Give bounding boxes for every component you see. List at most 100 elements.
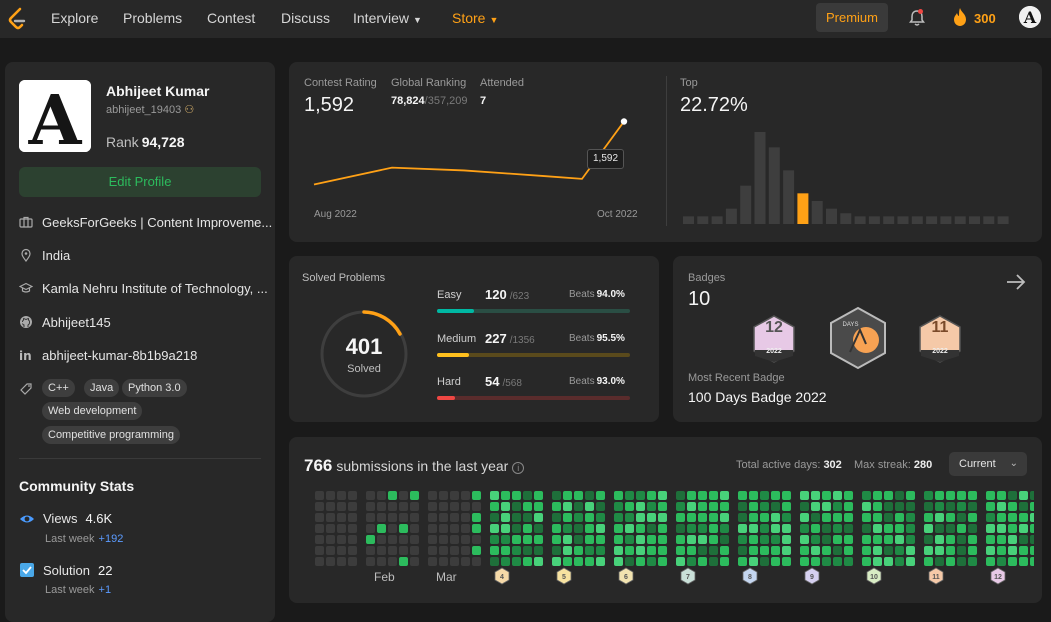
heatmap-cell[interactable] (439, 535, 448, 544)
heatmap-cell[interactable] (348, 524, 357, 533)
heatmap-cell[interactable] (997, 557, 1006, 566)
edit-profile-button[interactable]: Edit Profile (19, 167, 261, 197)
heatmap-cell[interactable] (636, 524, 645, 533)
nav-contest[interactable]: Contest (207, 10, 256, 26)
heatmap-cell[interactable] (771, 524, 780, 533)
heatmap-cell[interactable] (501, 546, 510, 555)
heatmap-cell[interactable] (906, 502, 915, 511)
heatmap-cell[interactable] (450, 502, 459, 511)
heatmap-cell[interactable] (439, 557, 448, 566)
heatmap-cell[interactable] (614, 491, 623, 500)
heatmap-cell[interactable] (720, 557, 729, 566)
heatmap-cell[interactable] (523, 557, 532, 566)
heatmap-cell[interactable] (596, 513, 605, 522)
avatar[interactable]: A (1019, 6, 1041, 28)
heatmap-cell[interactable] (906, 513, 915, 522)
heatmap-cell[interactable] (636, 502, 645, 511)
heatmap-cell[interactable] (563, 513, 572, 522)
heatmap-cell[interactable] (574, 502, 583, 511)
heatmap-cell[interactable] (720, 491, 729, 500)
heatmap-cell[interactable] (410, 513, 419, 522)
heatmap-cell[interactable] (366, 557, 375, 566)
heatmap-cell[interactable] (647, 502, 656, 511)
heatmap-cell[interactable] (337, 513, 346, 522)
heatmap-cell[interactable] (720, 502, 729, 511)
heatmap-cell[interactable] (946, 502, 955, 511)
heatmap-cell[interactable] (461, 535, 470, 544)
heatmap-cell[interactable] (935, 513, 944, 522)
heatmap-cell[interactable] (935, 546, 944, 555)
heatmap-cell[interactable] (534, 491, 543, 500)
heatmap-cell[interactable] (410, 491, 419, 500)
heatmap-cell[interactable] (563, 557, 572, 566)
heatmap-cell[interactable] (388, 524, 397, 533)
heatmap-cell[interactable] (968, 535, 977, 544)
heatmap-cell[interactable] (906, 546, 915, 555)
heatmap-cell[interactable] (658, 535, 667, 544)
heatmap-cell[interactable] (472, 557, 481, 566)
heatmap-cell[interactable] (366, 491, 375, 500)
heatmap-cell[interactable] (647, 491, 656, 500)
heatmap-cell[interactable] (844, 491, 853, 500)
heatmap-cell[interactable] (326, 535, 335, 544)
heatmap-cell[interactable] (388, 546, 397, 555)
heatmap-cell[interactable] (439, 502, 448, 511)
heatmap-cell[interactable] (490, 557, 499, 566)
heatmap-cell[interactable] (811, 546, 820, 555)
heatmap-cell[interactable] (884, 491, 893, 500)
heatmap-cell[interactable] (614, 546, 623, 555)
heatmap-cell[interactable] (439, 524, 448, 533)
heatmap-cell[interactable] (760, 491, 769, 500)
info-icon[interactable]: i (512, 462, 525, 474)
heatmap-cell[interactable] (388, 535, 397, 544)
heatmap-cell[interactable] (472, 513, 481, 522)
heatmap-cell[interactable] (738, 524, 747, 533)
heatmap-cell[interactable] (348, 546, 357, 555)
heatmap-cell[interactable] (986, 502, 995, 511)
heatmap-cell[interactable] (760, 557, 769, 566)
heatmap-cell[interactable] (410, 502, 419, 511)
heatmap-cell[interactable] (924, 491, 933, 500)
heatmap-cell[interactable] (439, 491, 448, 500)
heatmap-cell[interactable] (501, 491, 510, 500)
heatmap-cell[interactable] (1008, 491, 1017, 500)
heatmap-cell[interactable] (749, 535, 758, 544)
heatmap-cell[interactable] (512, 535, 521, 544)
heatmap-cell[interactable] (935, 502, 944, 511)
heatmap-cell[interactable] (490, 491, 499, 500)
heatmap-cell[interactable] (501, 535, 510, 544)
heatmap-cell[interactable] (760, 535, 769, 544)
heatmap-cell[interactable] (738, 502, 747, 511)
heatmap-cell[interactable] (895, 502, 904, 511)
nav-explore[interactable]: Explore (51, 10, 99, 26)
heatmap-cell[interactable] (1019, 535, 1028, 544)
heatmap-cell[interactable] (636, 557, 645, 566)
heatmap-cell[interactable] (895, 491, 904, 500)
heatmap-cell[interactable] (596, 502, 605, 511)
heatmap-cell[interactable] (366, 513, 375, 522)
heatmap-cell[interactable] (552, 524, 561, 533)
heatmap-cell[interactable] (450, 535, 459, 544)
heatmap-cell[interactable] (760, 513, 769, 522)
heatmap-cell[interactable] (1030, 535, 1034, 544)
heatmap-cell[interactable] (366, 502, 375, 511)
heatmap-cell[interactable] (862, 513, 871, 522)
heatmap-cell[interactable] (844, 524, 853, 533)
monthly-badge-icon[interactable] (866, 567, 882, 585)
monthly-badge-icon[interactable] (804, 567, 820, 585)
heatmap-cell[interactable] (782, 535, 791, 544)
heatmap-cell[interactable] (906, 557, 915, 566)
heatmap-cell[interactable] (450, 546, 459, 555)
heatmap-cell[interactable] (676, 546, 685, 555)
heatmap-cell[interactable] (935, 491, 944, 500)
heatmap-cell[interactable] (574, 524, 583, 533)
heatmap-cell[interactable] (348, 491, 357, 500)
heatmap-cell[interactable] (596, 535, 605, 544)
heatmap-cell[interactable] (884, 546, 893, 555)
heatmap-cell[interactable] (501, 524, 510, 533)
heatmap-cell[interactable] (377, 524, 386, 533)
heatmap-cell[interactable] (844, 557, 853, 566)
heatmap-cell[interactable] (647, 535, 656, 544)
heatmap-cell[interactable] (658, 557, 667, 566)
heatmap-cell[interactable] (709, 513, 718, 522)
